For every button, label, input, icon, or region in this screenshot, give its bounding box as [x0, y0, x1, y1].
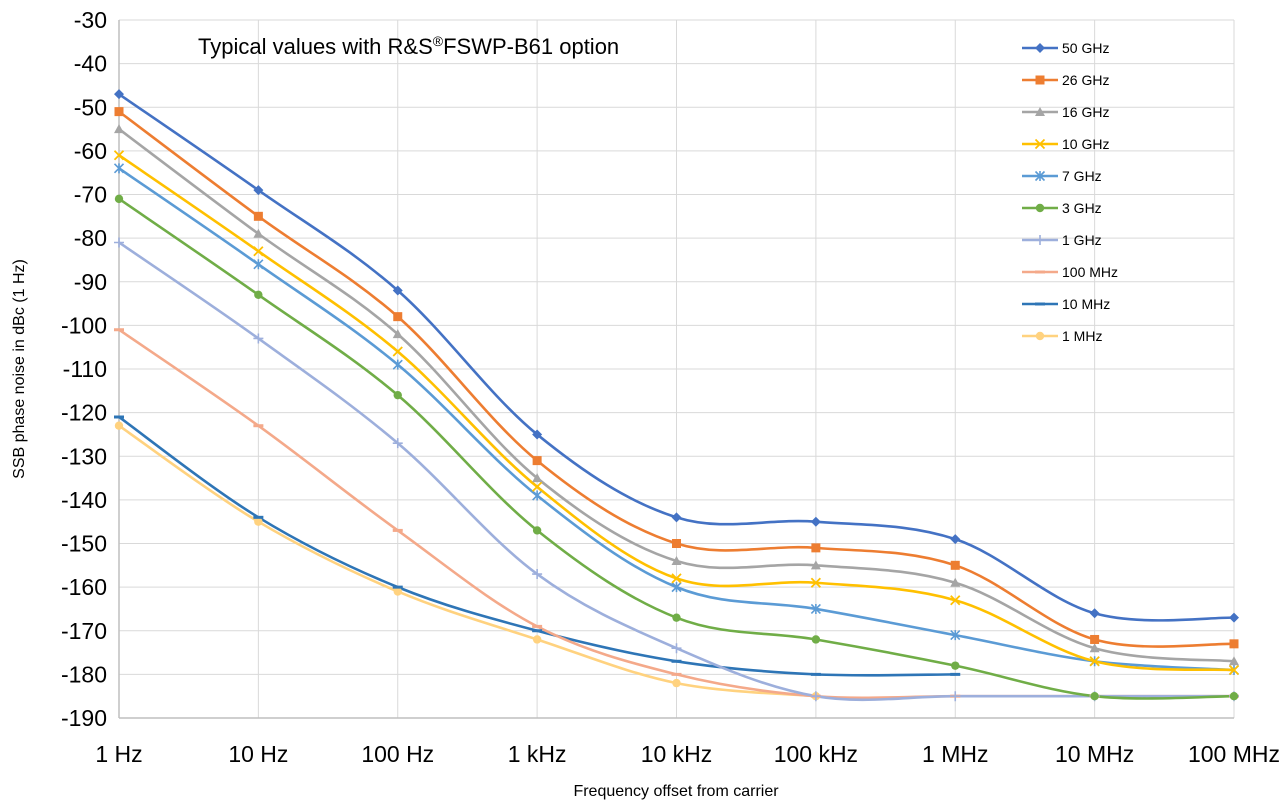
y-tick-label: -40 [74, 51, 107, 77]
legend-marker [1036, 76, 1045, 85]
y-tick-label: -170 [61, 618, 107, 644]
y-tick-label: -140 [61, 487, 107, 513]
legend-entry: 10 GHz [1022, 136, 1109, 152]
data-point [115, 422, 123, 430]
x-tick-label: 100 Hz [361, 741, 434, 767]
legend-marker [1035, 235, 1045, 245]
data-point [950, 691, 960, 701]
x-axis-title: Frequency offset from carrier [573, 783, 779, 800]
data-point [672, 539, 681, 548]
y-axis-title: SSB phase noise in dBc (1 Hz) [11, 259, 28, 479]
data-point [254, 212, 263, 221]
x-tick-label: 1 Hz [95, 741, 142, 767]
data-point [811, 543, 820, 552]
data-point [114, 124, 124, 133]
legend-entry: 16 GHz [1022, 104, 1109, 120]
data-point [811, 691, 821, 701]
x-tick-label: 10 Hz [228, 741, 288, 767]
data-point [672, 679, 680, 687]
y-tick-label: -160 [61, 574, 107, 600]
data-point [1229, 613, 1239, 623]
legend-label: 50 GHz [1062, 40, 1109, 56]
data-point [1090, 608, 1100, 618]
data-point [950, 534, 960, 544]
legend-entry: 3 GHz [1022, 200, 1102, 216]
y-tick-label: -150 [61, 531, 107, 557]
data-point [1230, 692, 1238, 700]
data-point [393, 312, 402, 321]
y-tick-label: -60 [74, 138, 107, 164]
y-tick-label: -190 [61, 705, 107, 731]
data-point [672, 613, 680, 621]
y-tick-labels: -30 -40 -50 -60 -70 -80 -90 -100 -110 -120 -130 -14… [61, 7, 107, 731]
legend-label: 1 GHz [1062, 232, 1102, 248]
y-tick-label: -180 [61, 661, 107, 687]
y-tick-label: -90 [74, 269, 107, 295]
data-point [394, 391, 402, 399]
x-tick-label: 10 MHz [1055, 741, 1134, 767]
legend-entry: 1 GHz [1022, 232, 1102, 248]
gridlines [119, 20, 1234, 718]
legend: 50 GHz 26 GHz 16 GHz 10 GHz 7 GHz 3 GHz 1 GHz 1… [1022, 40, 1118, 344]
data-point [115, 163, 124, 173]
data-point [1090, 692, 1098, 700]
legend-label: 10 MHz [1062, 296, 1110, 312]
y-tick-label: -80 [74, 225, 107, 251]
legend-entry: 1 MHz [1022, 328, 1102, 344]
x-tick-label: 10 kHz [641, 741, 713, 767]
data-point [1230, 639, 1239, 648]
x-tick-label: 1 MHz [922, 741, 988, 767]
data-point [672, 512, 682, 522]
data-point [393, 360, 402, 370]
y-tick-label: -120 [61, 400, 107, 426]
y-tick-label: -30 [74, 7, 107, 33]
legend-label: 100 MHz [1062, 264, 1118, 280]
data-point [254, 291, 262, 299]
legend-label: 26 GHz [1062, 72, 1109, 88]
legend-marker [1036, 204, 1044, 212]
data-point [951, 661, 959, 669]
x-tick-label: 100 MHz [1188, 741, 1280, 767]
legend-entry: 50 GHz [1022, 40, 1109, 56]
legend-entry: 100 MHz [1022, 264, 1118, 280]
legend-label: 10 GHz [1062, 136, 1109, 152]
data-point [811, 517, 821, 527]
data-point [672, 643, 682, 653]
data-point [1090, 635, 1099, 644]
data-point [812, 635, 820, 643]
legend-label: 3 GHz [1062, 200, 1102, 216]
legend-entry: 7 GHz [1022, 168, 1102, 184]
data-point [115, 107, 124, 116]
x-tick-label: 100 kHz [774, 741, 858, 767]
data-point [533, 456, 542, 465]
legend-marker [1035, 43, 1045, 53]
x-tick-label: 1 kHz [508, 741, 567, 767]
data-point [951, 561, 960, 570]
data-point [533, 491, 542, 501]
data-point [533, 526, 541, 534]
y-tick-label: -70 [74, 182, 107, 208]
y-tick-label: -100 [61, 312, 107, 338]
legend-label: 7 GHz [1062, 168, 1102, 184]
legend-marker [1036, 332, 1044, 340]
y-tick-label: -130 [61, 443, 107, 469]
data-point [533, 635, 541, 643]
y-tick-label: -110 [63, 356, 107, 382]
legend-entry: 10 MHz [1022, 296, 1110, 312]
chart-title: Typical values with R&S®FSWP-B61 option [198, 33, 619, 59]
legend-entry: 26 GHz [1022, 72, 1109, 88]
x-tick-labels: 1 Hz 10 Hz 100 Hz 1 kHz 10 kHz 100 kHz 1 MHz 10… [95, 741, 1280, 767]
data-point [254, 259, 263, 269]
data-point [115, 195, 123, 203]
series-line [119, 426, 816, 696]
legend-label: 16 GHz [1062, 104, 1109, 120]
y-tick-label: -50 [74, 94, 107, 120]
legend-label: 1 MHz [1062, 328, 1102, 344]
